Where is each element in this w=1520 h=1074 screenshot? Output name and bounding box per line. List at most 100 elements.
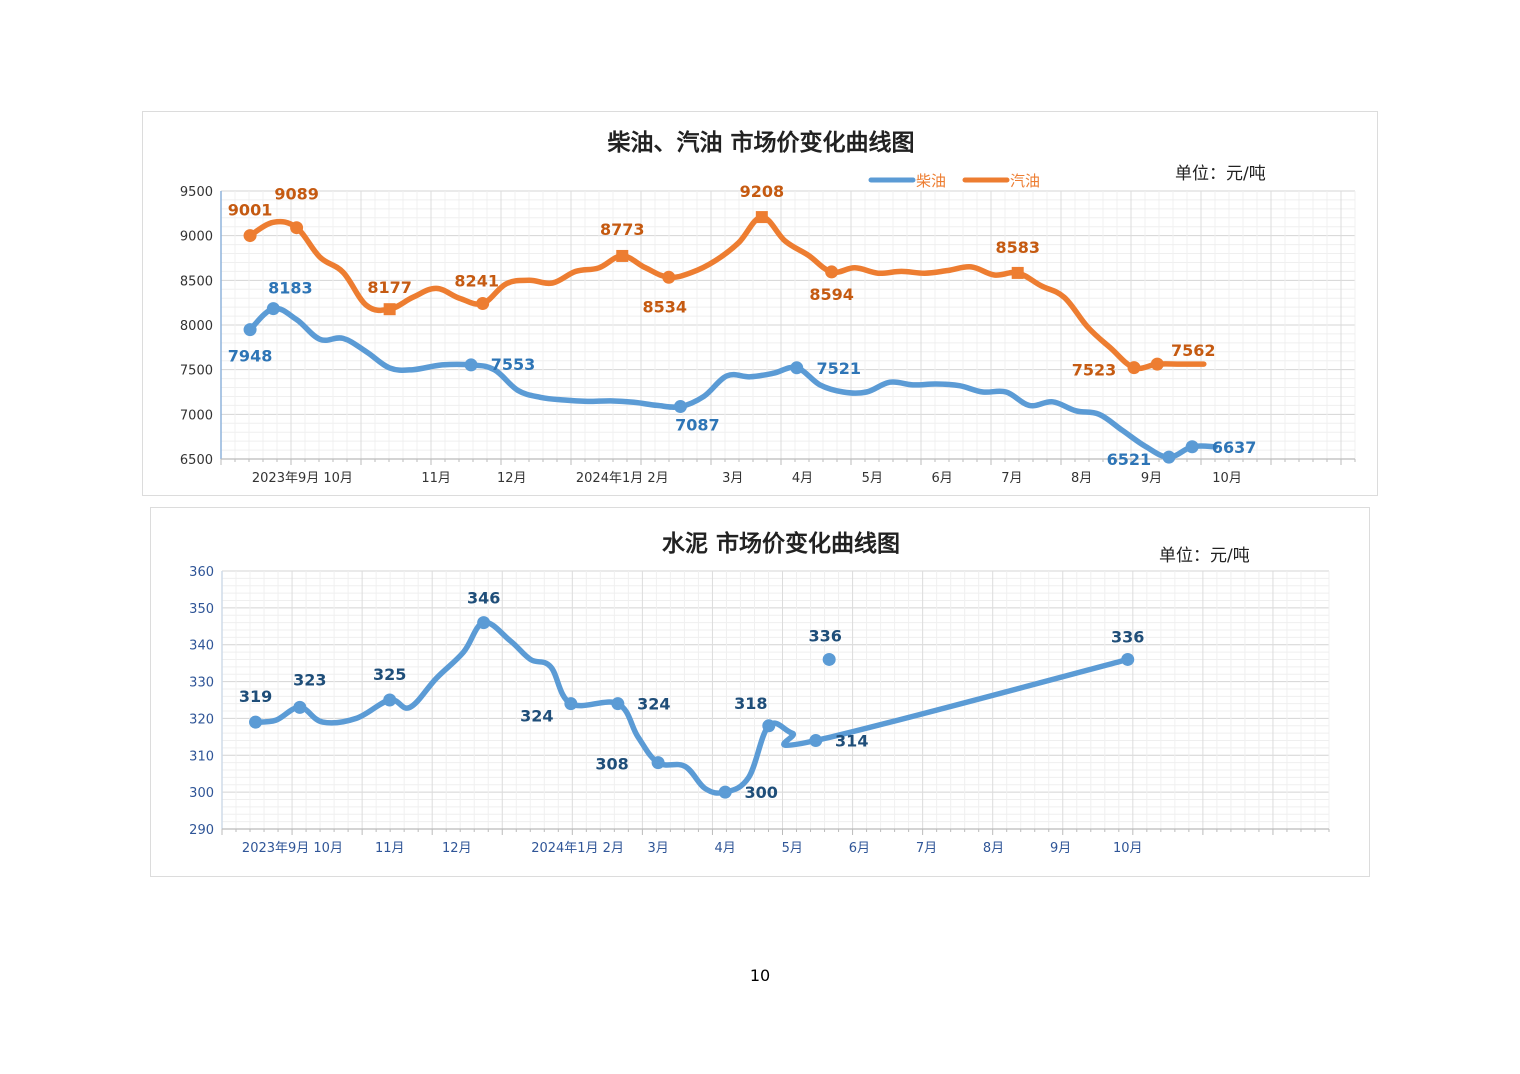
- x-tick-label: 12月: [442, 841, 472, 856]
- x-tick-label: 2023年9月 10月: [242, 841, 343, 856]
- y-tick-label: 330: [189, 676, 214, 691]
- data-point-marker: [825, 265, 839, 279]
- page-number: 10: [749, 966, 771, 985]
- y-tick-label: 340: [189, 639, 214, 654]
- legend-label-gasoline: 汽油: [1010, 172, 1040, 190]
- data-label: 336: [1111, 627, 1144, 646]
- data-point-marker: [1185, 440, 1199, 454]
- data-label: 6521: [1107, 450, 1152, 469]
- data-point-marker: [651, 756, 665, 770]
- cement-price-chart: 水泥 市场价变化曲线图 单位：元/吨 290 300 310 320 330 340 350…: [189, 530, 1330, 856]
- chart-unit: 单位：元/吨: [1159, 546, 1250, 566]
- legend-label-diesel: 柴油: [916, 172, 946, 190]
- data-label: 7523: [1072, 361, 1117, 380]
- x-tick-label: 8月: [1071, 471, 1092, 486]
- data-label: 346: [467, 589, 500, 608]
- data-label: 7562: [1171, 341, 1216, 360]
- data-label: 7087: [675, 416, 720, 435]
- chart-unit: 单位：元/吨: [1175, 164, 1266, 184]
- x-tick-label: 3月: [722, 471, 743, 486]
- data-label: 8583: [995, 238, 1040, 257]
- data-label: 324: [637, 695, 670, 714]
- y-tick-label: 7000: [180, 408, 213, 423]
- x-tick-label: 11月: [375, 841, 405, 856]
- data-label: 323: [293, 670, 326, 689]
- x-tick-label: 5月: [862, 471, 883, 486]
- x-tick-label: 6月: [931, 471, 952, 486]
- x-tick-label: 2024年1月 2月: [576, 471, 669, 486]
- oil-price-chart: 柴油、汽油 市场价变化曲线图 单位：元/吨 柴油 汽油 6500 7000 7500…: [180, 129, 1356, 486]
- x-tick-label: 6月: [849, 841, 870, 856]
- data-point-marker: [266, 302, 280, 316]
- data-point-marker: [383, 693, 397, 707]
- data-point-marker: [616, 249, 629, 262]
- data-label: 7948: [228, 347, 273, 366]
- data-point-marker: [1150, 357, 1164, 371]
- data-point-marker: [293, 700, 307, 714]
- x-tick-label: 12月: [497, 471, 527, 486]
- data-label: 6637: [1212, 438, 1257, 457]
- x-tick-label: 7月: [916, 841, 937, 856]
- data-label: 8534: [643, 297, 688, 316]
- data-point-marker: [564, 697, 578, 711]
- series-line-gasoline: [247, 214, 1207, 372]
- y-tick-label: 6500: [180, 453, 213, 468]
- x-tick-label: 9月: [1050, 841, 1071, 856]
- data-point-marker: [1127, 361, 1141, 375]
- data-point-marker: [718, 785, 732, 799]
- data-label: 9089: [274, 185, 319, 204]
- x-tick-label: 9月: [1141, 471, 1162, 486]
- data-label: 336: [808, 626, 841, 645]
- data-point-marker: [611, 697, 625, 711]
- data-label: 319: [239, 687, 272, 706]
- y-tick-label: 360: [189, 565, 214, 580]
- y-tick-label: 310: [189, 749, 214, 764]
- chart-legend: 柴油 汽油: [868, 172, 1040, 190]
- data-point-marker: [243, 229, 257, 243]
- x-tick-label: 4月: [715, 841, 736, 856]
- y-tick-label: 320: [189, 712, 214, 727]
- cement-price-chart-panel: 水泥 市场价变化曲线图 单位：元/吨 290 300 310 320 330 340 350…: [150, 507, 1370, 877]
- data-point-marker: [249, 715, 263, 729]
- x-tick-label: 8月: [983, 841, 1004, 856]
- data-label: 300: [744, 783, 777, 802]
- data-point-marker: [476, 296, 490, 310]
- data-point-marker: [673, 400, 687, 414]
- plot-area: 6500 7000 7500 8000 8500 9000 9500 2023年9月 10月 1…: [180, 182, 1356, 486]
- data-point-marker: [383, 303, 396, 316]
- data-label: 318: [734, 694, 767, 713]
- data-label: 8183: [268, 279, 313, 298]
- data-point-marker: [1011, 266, 1024, 279]
- x-tick-label: 4月: [792, 471, 813, 486]
- grid: [220, 190, 1356, 465]
- data-point-marker: [809, 734, 823, 748]
- data-point-marker: [477, 616, 491, 630]
- data-label: 8594: [809, 285, 854, 304]
- data-label: 8773: [600, 220, 645, 239]
- data-label: 9001: [228, 201, 273, 220]
- y-tick-label: 300: [189, 786, 214, 801]
- data-point-marker: [755, 211, 768, 224]
- y-tick-label: 8000: [180, 319, 213, 334]
- data-point-marker: [1162, 450, 1176, 464]
- oil-price-chart-panel: 柴油、汽油 市场价变化曲线图 单位：元/吨 柴油 汽油 6500 7000 7500…: [142, 111, 1378, 496]
- data-label: 308: [595, 755, 628, 774]
- x-tick-label: 5月: [782, 841, 803, 856]
- y-tick-label: 290: [189, 823, 214, 838]
- data-point-marker: [790, 361, 804, 375]
- data-label: 9208: [740, 182, 785, 201]
- data-point-marker: [243, 323, 257, 337]
- data-label: 8177: [367, 278, 412, 297]
- chart-title: 水泥 市场价变化曲线图: [662, 530, 900, 557]
- data-point-marker: [662, 270, 676, 284]
- data-label: 314: [835, 732, 868, 751]
- y-tick-label: 350: [189, 602, 214, 617]
- data-point-marker: [464, 358, 478, 372]
- series-line-cement: [252, 619, 1131, 796]
- data-label: 8241: [454, 271, 499, 290]
- data-label: 324: [520, 707, 553, 726]
- y-tick-label: 9500: [180, 185, 213, 200]
- x-tick-label: 7月: [1001, 471, 1022, 486]
- chart-title: 柴油、汽油 市场价变化曲线图: [606, 129, 914, 156]
- data-point-marker: [1121, 652, 1135, 666]
